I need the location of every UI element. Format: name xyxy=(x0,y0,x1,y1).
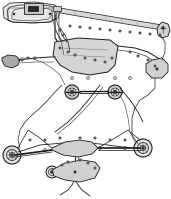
Circle shape xyxy=(137,142,148,153)
Circle shape xyxy=(65,39,67,41)
Circle shape xyxy=(124,139,126,141)
Circle shape xyxy=(156,68,158,70)
Circle shape xyxy=(58,54,62,57)
Circle shape xyxy=(65,85,79,99)
Circle shape xyxy=(43,148,47,151)
Circle shape xyxy=(139,32,141,34)
Circle shape xyxy=(134,139,152,157)
Circle shape xyxy=(3,146,21,164)
Circle shape xyxy=(79,159,81,161)
FancyBboxPatch shape xyxy=(24,4,43,15)
Circle shape xyxy=(94,137,96,139)
Circle shape xyxy=(62,34,64,36)
Circle shape xyxy=(68,165,82,179)
Circle shape xyxy=(49,169,56,176)
Circle shape xyxy=(74,54,76,56)
Polygon shape xyxy=(2,55,20,68)
Circle shape xyxy=(79,137,81,139)
Circle shape xyxy=(99,28,101,30)
Circle shape xyxy=(74,171,76,173)
Circle shape xyxy=(13,13,15,15)
Circle shape xyxy=(49,13,51,15)
Circle shape xyxy=(69,146,71,149)
Circle shape xyxy=(59,137,61,139)
Circle shape xyxy=(162,27,164,29)
Polygon shape xyxy=(52,140,98,157)
Circle shape xyxy=(159,34,161,36)
Circle shape xyxy=(108,85,122,99)
Circle shape xyxy=(128,76,131,79)
Circle shape xyxy=(47,11,53,17)
Circle shape xyxy=(24,6,30,11)
Circle shape xyxy=(89,27,91,29)
Circle shape xyxy=(142,147,144,149)
Circle shape xyxy=(6,149,17,161)
Circle shape xyxy=(11,154,13,156)
Circle shape xyxy=(67,51,69,53)
Polygon shape xyxy=(53,38,118,75)
Circle shape xyxy=(10,152,15,157)
Circle shape xyxy=(71,91,73,93)
Circle shape xyxy=(87,76,89,79)
Circle shape xyxy=(94,59,96,61)
Circle shape xyxy=(109,139,111,141)
Circle shape xyxy=(155,66,160,71)
Circle shape xyxy=(113,90,117,94)
Circle shape xyxy=(114,91,116,93)
Circle shape xyxy=(152,64,162,74)
Polygon shape xyxy=(3,2,60,23)
Circle shape xyxy=(26,7,28,9)
Bar xyxy=(53,6,61,11)
Bar xyxy=(28,6,38,11)
Circle shape xyxy=(73,170,77,174)
Polygon shape xyxy=(52,160,100,182)
Circle shape xyxy=(67,161,69,163)
Circle shape xyxy=(29,139,31,141)
Circle shape xyxy=(137,55,139,57)
Circle shape xyxy=(147,59,149,61)
Circle shape xyxy=(68,88,76,96)
Circle shape xyxy=(84,57,86,59)
Circle shape xyxy=(123,146,127,149)
Circle shape xyxy=(51,171,53,173)
Circle shape xyxy=(78,146,82,149)
Circle shape xyxy=(11,11,17,17)
Circle shape xyxy=(109,29,111,31)
Polygon shape xyxy=(146,58,168,78)
Circle shape xyxy=(119,30,121,32)
Circle shape xyxy=(154,65,156,67)
Circle shape xyxy=(34,57,36,59)
Circle shape xyxy=(61,164,63,166)
Circle shape xyxy=(46,166,58,178)
Polygon shape xyxy=(157,22,170,38)
Circle shape xyxy=(111,57,113,59)
Circle shape xyxy=(69,25,71,27)
Circle shape xyxy=(104,61,106,63)
Circle shape xyxy=(59,29,61,31)
Circle shape xyxy=(114,76,116,79)
Circle shape xyxy=(44,139,46,141)
Circle shape xyxy=(87,162,89,164)
Circle shape xyxy=(70,76,74,79)
Circle shape xyxy=(71,168,79,176)
Circle shape xyxy=(27,57,29,59)
Circle shape xyxy=(70,90,74,94)
Circle shape xyxy=(21,59,23,61)
Circle shape xyxy=(141,145,146,150)
Circle shape xyxy=(98,146,102,149)
Circle shape xyxy=(111,88,119,96)
Circle shape xyxy=(129,31,131,33)
Polygon shape xyxy=(60,8,168,31)
Circle shape xyxy=(94,167,96,169)
Circle shape xyxy=(129,51,131,53)
Circle shape xyxy=(149,33,151,35)
Circle shape xyxy=(79,26,81,28)
Circle shape xyxy=(59,47,61,49)
